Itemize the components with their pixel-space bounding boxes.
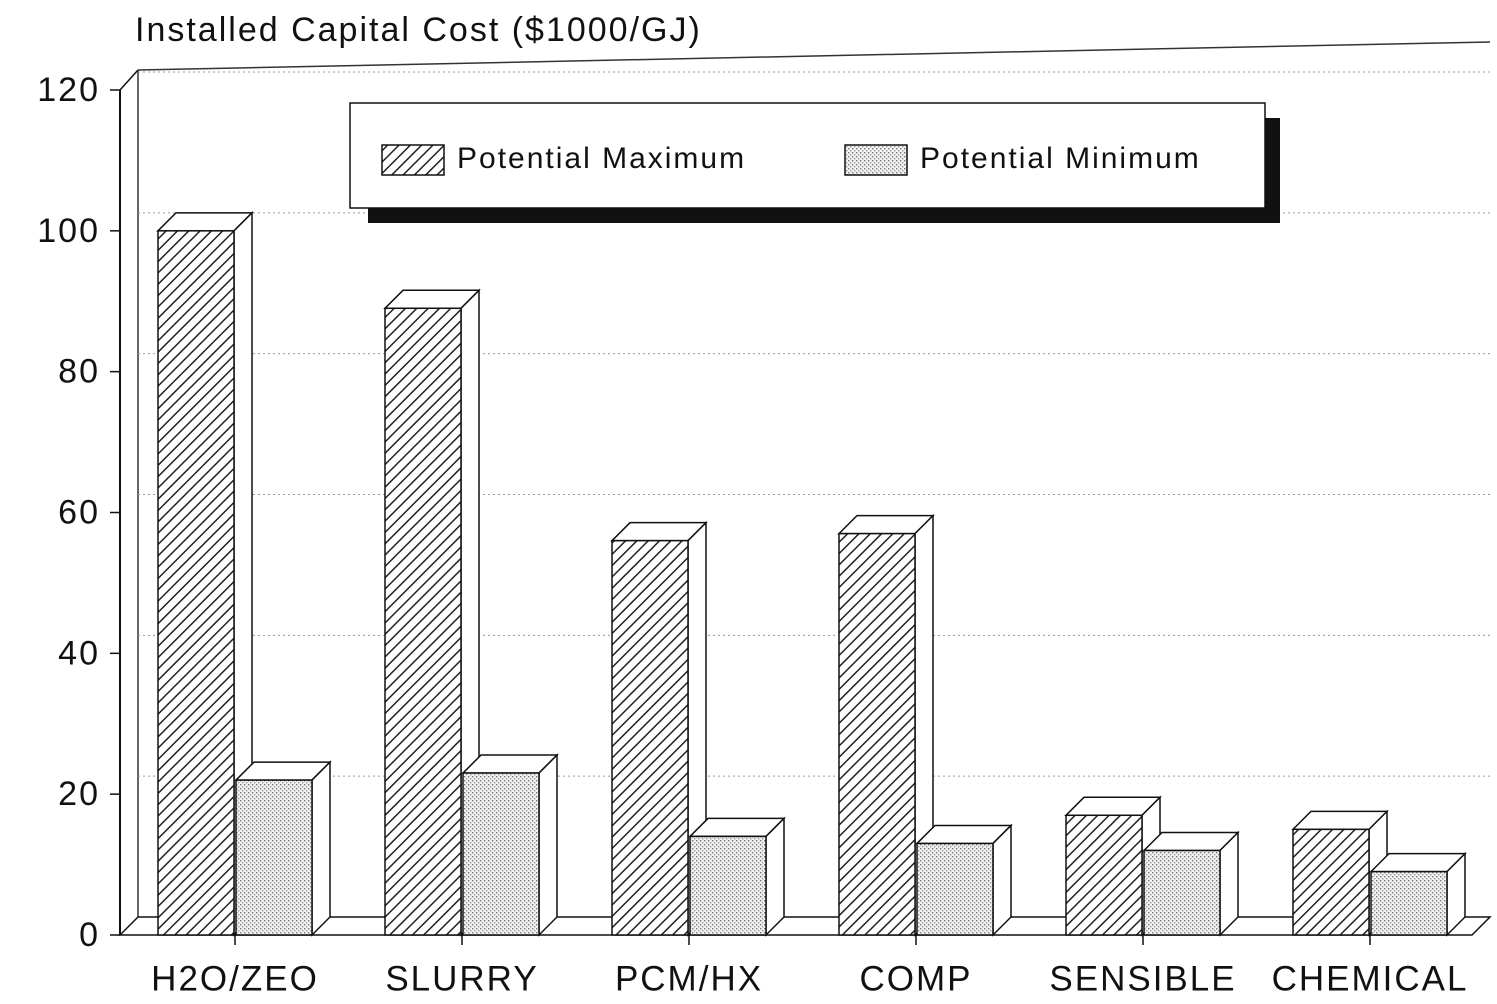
bar-side	[992, 823, 1012, 937]
x-tick-label: PCM/HX	[615, 959, 763, 998]
y-tick-label: 80	[58, 353, 100, 391]
legend-label: Potential Minimum	[920, 142, 1201, 175]
bar	[384, 307, 462, 936]
bar-side	[538, 753, 558, 937]
bar	[1292, 828, 1370, 936]
y-tick-label: 40	[58, 634, 100, 672]
y-tick-label: 100	[37, 212, 100, 250]
bar-side	[311, 760, 331, 937]
bar	[1370, 870, 1448, 936]
bar	[235, 779, 313, 936]
x-tick-label: H2O/ZEO	[151, 959, 319, 998]
x-tick-label: SLURRY	[385, 959, 538, 998]
legend-label: Potential Maximum	[457, 142, 746, 175]
y-tick-label: 60	[58, 493, 100, 531]
bar	[916, 842, 994, 936]
legend-swatch	[844, 144, 908, 176]
bar	[1065, 814, 1143, 936]
bar	[689, 835, 767, 936]
y-tick-label: 0	[79, 916, 100, 954]
back-wall-top	[137, 41, 1491, 71]
bar-side	[1219, 830, 1239, 937]
y-tick-label: 120	[37, 71, 100, 109]
x-tick-label: CHEMICAL	[1272, 959, 1469, 998]
chart-title: Installed Capital Cost ($1000/GJ)	[135, 11, 702, 49]
y-axis-link	[119, 69, 139, 91]
x-tick-label: COMP	[860, 959, 973, 998]
legend	[349, 102, 1266, 209]
bar	[838, 532, 916, 936]
y-tick-label: 20	[58, 775, 100, 813]
bar-side	[765, 816, 785, 937]
legend-swatch	[381, 144, 445, 176]
x-tick-label: SENSIBLE	[1049, 959, 1236, 998]
bar	[1143, 849, 1221, 936]
bar	[462, 772, 540, 936]
bar	[611, 539, 689, 936]
bar	[157, 230, 235, 936]
